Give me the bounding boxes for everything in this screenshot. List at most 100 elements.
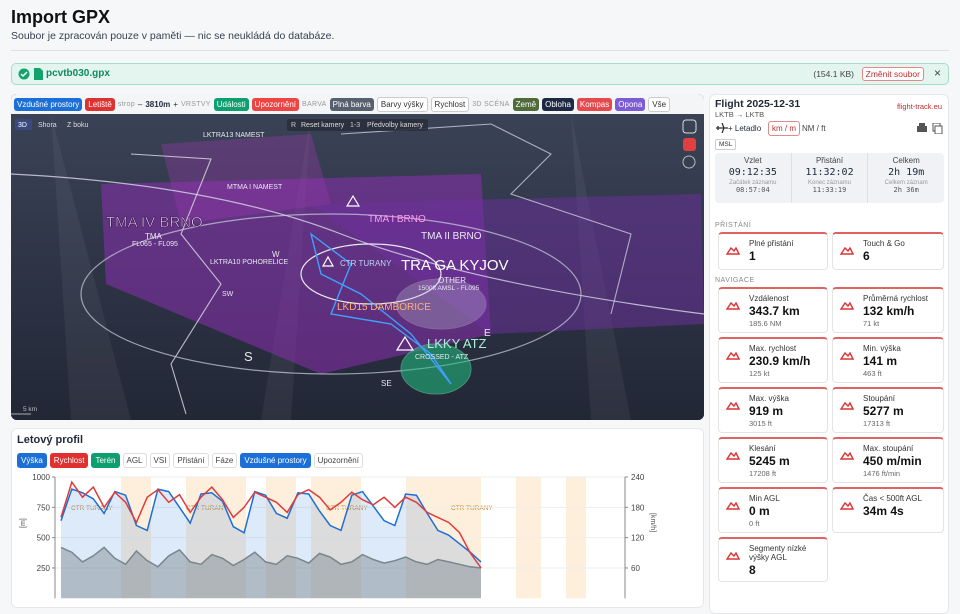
toggle[interactable]: Rychlost: [430, 96, 470, 112]
card-value: 0 m: [749, 504, 770, 518]
increment[interactable]: +: [173, 99, 178, 109]
map[interactable]: LKTRA13 NAMEST MTMA I NAMEST TMA IV BRNO…: [11, 114, 704, 420]
card-sub: 1476 ft/min: [863, 469, 901, 478]
toggle[interactable]: Země: [512, 97, 540, 111]
time-cell: Přistání 11:32:02 Konec záznamu 11:33:19: [792, 153, 869, 203]
map-label: LKTRA10 POHORELICE: [210, 259, 289, 266]
file-bar: pcvtb030.gpx (154.1 KB) Změnit soubor ×: [11, 63, 949, 85]
toggle[interactable]: Barvy výšky: [376, 96, 428, 112]
page: {"header":{"title":"Import GPX","subtitl…: [11, 7, 949, 614]
annotation: CTR TURANY: [451, 505, 493, 512]
stat-card: Segmenty nízké výšky AGL 8: [718, 537, 828, 582]
toggle[interactable]: VSI: [149, 453, 171, 468]
toggle[interactable]: Vše: [648, 96, 671, 112]
view-button[interactable]: 3D: [18, 122, 27, 129]
toggle[interactable]: Terén: [91, 453, 120, 468]
card-icon: [840, 401, 854, 410]
group-label: 3D SCÉNA: [472, 100, 510, 108]
card-icon: [840, 451, 854, 460]
fullscreen-button[interactable]: [682, 119, 697, 134]
time-subvalue: 08:57:04: [735, 186, 770, 194]
card-icon: [726, 301, 740, 310]
toggle[interactable]: Upozornění: [251, 97, 300, 111]
card-label: Klesání: [749, 444, 776, 453]
view-button[interactable]: Z boku: [67, 122, 89, 129]
card-icon: [726, 401, 740, 410]
stats-panel: Flight 2025-12-31 flight-track.eu LKTB →…: [709, 94, 949, 614]
map-label: S: [244, 349, 253, 364]
profile-toggles: Výška Rychlost Terén AGL VSI Přistání Fáze Vzdu…: [17, 453, 363, 468]
profile-title: Letový profil: [17, 434, 84, 446]
map-label: LKD15 DAMBORICE: [337, 302, 431, 313]
toggle[interactable]: Události: [213, 97, 249, 111]
card-label: Max. výška: [749, 394, 790, 403]
map-button[interactable]: [683, 138, 696, 151]
card-value: 450 m/min: [863, 454, 922, 468]
toggle[interactable]: Vzdušné prostory: [14, 97, 83, 111]
card-label: Min AGL: [749, 494, 780, 503]
actions[interactable]: [916, 123, 944, 134]
unit-button[interactable]: NM / ft: [802, 124, 826, 133]
card-value: 5245 m: [749, 454, 790, 468]
toggle[interactable]: Rychlost: [49, 453, 89, 468]
time-label: Celkem: [892, 156, 920, 165]
compass-button[interactable]: [682, 155, 696, 169]
stat-card: Plné přistání 1: [718, 232, 828, 270]
toggle[interactable]: Fáze: [211, 453, 238, 468]
toggle[interactable]: Letiště: [85, 97, 115, 111]
card-value: 343.7 km: [749, 304, 800, 318]
toggle[interactable]: Vzdušné prostory: [240, 453, 311, 468]
area: [61, 547, 481, 599]
card-sub: 17313 ft: [863, 419, 891, 428]
subtitle: Soubor je zpracován pouze v paměti — nic…: [11, 30, 335, 42]
time-subvalue: 11:33:19: [812, 186, 847, 194]
time-cell: Vzlet 09:12:35 Začátek záznamu 08:57:04: [715, 153, 792, 203]
stat-card: Vzdálenost 343.7 km 185.6 NM: [718, 287, 828, 333]
toggle[interactable]: AGL: [122, 453, 147, 468]
close-button[interactable]: ×: [933, 66, 941, 80]
time-cell: Celkem 2h 19m Celkem záznam 2h 36m: [868, 153, 944, 203]
card-value: 34m 4s: [863, 504, 904, 518]
camera-button[interactable]: Předvolby kamery: [367, 122, 424, 129]
stat-card: Max. stoupání 450 m/min 1476 ft/min: [832, 437, 944, 483]
stat-cards: PŘISTÁNÍ Plné přistání 1 Touch & Go 6 NAVIGAC…: [715, 219, 946, 582]
card-label: Průměrná rychlost: [863, 294, 928, 303]
group-label: VRSTVY: [180, 100, 211, 108]
map-label: 1500ft AMSL - FL095: [418, 285, 480, 292]
toggle[interactable]: Výška: [17, 453, 47, 468]
card-icon: [726, 501, 740, 510]
y-axis-label: [m]: [20, 518, 27, 528]
line: [60, 480, 482, 569]
card-icon: [726, 551, 740, 560]
stat-card: Min. výška 141 m 463 ft: [832, 337, 944, 383]
stat-card: Stoupání 5277 m 17313 ft: [832, 387, 944, 433]
ref-chip[interactable]: MSL: [715, 139, 737, 150]
time-sub: Začátek záznamu: [729, 180, 777, 186]
site-link[interactable]: flight-track.eu: [896, 102, 942, 111]
toggle[interactable]: Opona: [615, 97, 646, 111]
area: [61, 489, 481, 599]
map-label: MTMA I NAMEST: [227, 184, 283, 191]
stat-card: Max. výška 919 m 3015 ft: [718, 387, 828, 433]
map-label: SW: [222, 291, 234, 298]
section-label: NAVIGACE: [715, 277, 755, 284]
toggle[interactable]: Plná barva: [329, 97, 374, 111]
time-sub: Celkem záznam: [884, 180, 928, 186]
unit-button[interactable]: km / m: [768, 121, 800, 136]
change-file-button[interactable]: Změnit soubor: [861, 67, 924, 81]
toggle[interactable]: Upozornění: [313, 453, 363, 468]
toggle[interactable]: Kompas: [576, 97, 613, 111]
toggle[interactable]: Obloha: [542, 97, 574, 111]
card-value: 141 m: [863, 354, 898, 368]
toggle[interactable]: Přistání: [173, 453, 209, 468]
line: [60, 488, 482, 563]
camera-button[interactable]: Reset kamery: [301, 122, 345, 129]
divider: [11, 50, 949, 51]
card-sub: 0 ft: [749, 519, 760, 528]
y2-tick-label: 60: [631, 564, 640, 573]
view-button[interactable]: Shora: [38, 122, 57, 129]
card-icon: [840, 351, 854, 360]
decrement[interactable]: –: [137, 99, 143, 109]
annotation: CTR TURANY: [186, 505, 228, 512]
